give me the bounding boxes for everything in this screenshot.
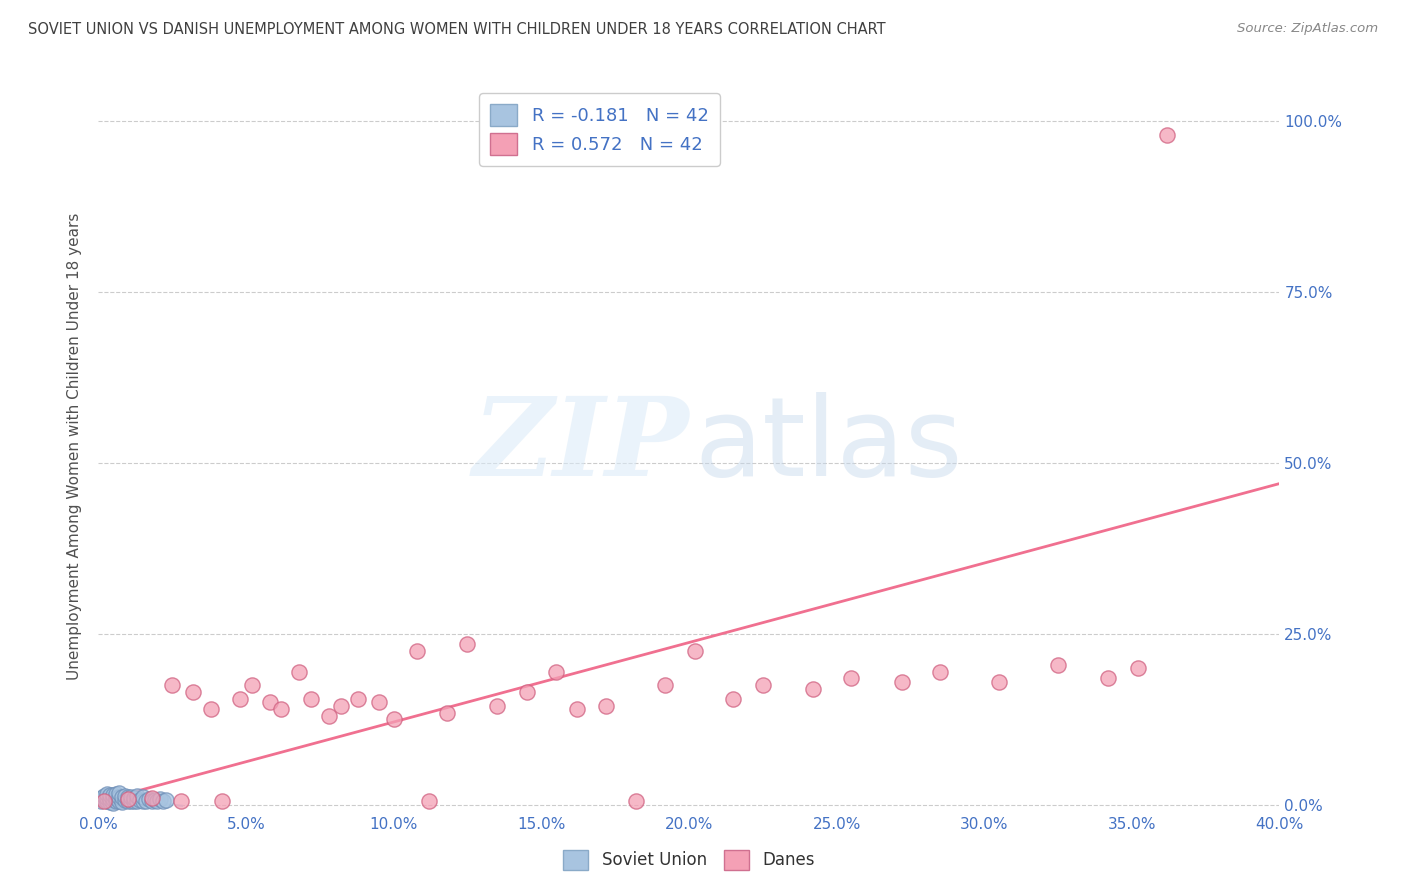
Point: [270, 702, 292, 716]
Point: [120, 789, 142, 804]
Point: [987, 674, 1010, 689]
Point: [456, 637, 478, 651]
Point: [103, 796, 125, 810]
Point: [103, 788, 125, 802]
Point: [149, 792, 172, 806]
Point: [259, 695, 281, 709]
Point: [111, 789, 134, 804]
Point: [146, 795, 169, 809]
Point: [141, 791, 163, 805]
Text: SOVIET UNION VS DANISH UNEMPLOYMENT AMONG WOMEN WITH CHILDREN UNDER 18 YEARS COR: SOVIET UNION VS DANISH UNEMPLOYMENT AMON…: [28, 22, 886, 37]
Point: [96, 794, 118, 808]
Point: [143, 793, 166, 807]
Point: [98, 792, 121, 806]
Point: [299, 692, 322, 706]
Point: [418, 795, 440, 809]
Point: [890, 674, 912, 689]
Point: [654, 678, 676, 692]
Point: [96, 791, 118, 805]
Point: [595, 698, 617, 713]
Legend: Soviet Union, Danes: Soviet Union, Danes: [557, 843, 821, 877]
Point: [683, 644, 706, 658]
Point: [117, 795, 139, 809]
Point: [93, 789, 115, 803]
Point: [347, 692, 370, 706]
Point: [406, 644, 429, 658]
Point: [229, 692, 252, 706]
Point: [751, 678, 773, 692]
Point: [120, 794, 142, 808]
Point: [200, 702, 222, 716]
Point: [928, 665, 950, 679]
Point: [546, 665, 568, 679]
Point: [132, 795, 155, 809]
Point: [1046, 657, 1069, 672]
Point: [565, 702, 588, 716]
Point: [162, 678, 183, 692]
Point: [624, 795, 647, 809]
Point: [486, 698, 509, 713]
Point: [105, 787, 128, 801]
Point: [170, 795, 193, 809]
Point: [98, 795, 121, 809]
Point: [135, 794, 157, 808]
Point: [801, 681, 824, 696]
Point: [318, 709, 340, 723]
Point: [114, 793, 136, 807]
Point: [128, 793, 150, 807]
Point: [329, 698, 352, 713]
Point: [125, 794, 148, 808]
Point: [93, 792, 115, 806]
Point: [96, 787, 118, 801]
Point: [240, 678, 263, 692]
Point: [122, 795, 145, 809]
Point: [1156, 128, 1178, 142]
Y-axis label: Unemployment Among Women with Children Under 18 years: Unemployment Among Women with Children U…: [67, 212, 83, 680]
Point: [117, 792, 139, 806]
Point: [1126, 661, 1149, 675]
Point: [105, 791, 128, 805]
Point: [515, 685, 537, 699]
Point: [368, 695, 391, 709]
Point: [114, 789, 136, 803]
Point: [93, 795, 115, 809]
Point: [90, 791, 112, 805]
Point: [141, 794, 163, 808]
Point: [288, 665, 311, 679]
Point: [108, 794, 131, 808]
Point: [1097, 672, 1119, 686]
Point: [132, 790, 155, 805]
Point: [155, 793, 177, 807]
Point: [105, 795, 128, 809]
Point: [90, 795, 112, 809]
Point: [382, 713, 405, 727]
Point: [152, 795, 174, 809]
Point: [125, 789, 148, 803]
Point: [103, 791, 125, 805]
Text: ZIP: ZIP: [472, 392, 689, 500]
Text: Source: ZipAtlas.com: Source: ZipAtlas.com: [1237, 22, 1378, 36]
Point: [98, 789, 121, 803]
Point: [181, 685, 204, 699]
Point: [841, 672, 863, 686]
Text: atlas: atlas: [695, 392, 963, 500]
Point: [122, 791, 145, 805]
Point: [723, 692, 745, 706]
Point: [111, 795, 134, 809]
Point: [108, 790, 131, 805]
Point: [436, 706, 458, 720]
Point: [138, 792, 160, 806]
Point: [108, 786, 131, 800]
Point: [211, 795, 233, 809]
Point: [117, 790, 139, 805]
